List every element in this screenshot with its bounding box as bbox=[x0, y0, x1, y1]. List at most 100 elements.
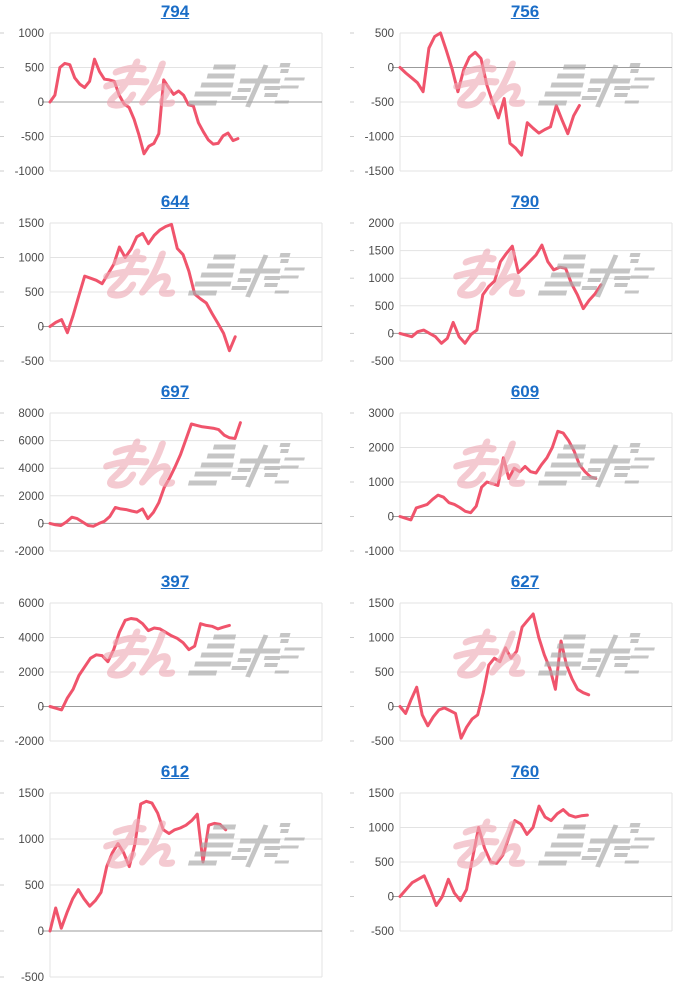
slump-graph: 8000 6000 4000 2000 0 -2000 bbox=[0, 380, 350, 570]
y-axis-tick-label: 500 bbox=[375, 857, 394, 869]
y-axis-tick-label: 2000 bbox=[18, 667, 44, 679]
slump-graph: 1500 1000 500 0 -500 bbox=[350, 760, 700, 950]
machine-number-link[interactable]: 790 bbox=[510, 192, 540, 211]
y-axis-tick-label: -500 bbox=[371, 356, 394, 368]
minrepo-watermark-logo bbox=[453, 438, 655, 489]
slump-line bbox=[398, 429, 598, 522]
y-axis-tick-label: 1000 bbox=[368, 273, 394, 285]
minrepo-watermark-logo bbox=[103, 58, 305, 109]
machine-number-link[interactable]: 756 bbox=[510, 2, 540, 21]
chart-title-row: 612 bbox=[0, 762, 350, 782]
y-axis-tick-label: 500 bbox=[25, 287, 44, 299]
y-axis-tick-label: -500 bbox=[371, 926, 394, 938]
minrepo-watermark-logo bbox=[453, 628, 655, 679]
chart-cell: 644 1500 1000 500 0 -500 bbox=[0, 190, 350, 380]
y-axis-tick-label: -500 bbox=[371, 97, 394, 109]
y-axis-tick-label: 2000 bbox=[368, 443, 394, 455]
y-axis-tick-label: -500 bbox=[21, 972, 44, 984]
chart-cell: 397 6000 4000 2000 0 -2000 bbox=[0, 570, 350, 760]
machine-number-link[interactable]: 612 bbox=[160, 762, 190, 781]
machine-number-link[interactable]: 397 bbox=[160, 572, 190, 591]
minrepo-watermark-logo bbox=[103, 438, 305, 489]
y-axis-tick-label: 4000 bbox=[18, 463, 44, 475]
y-axis-tick-label: 0 bbox=[38, 926, 44, 938]
y-axis-tick-label: 1000 bbox=[18, 834, 44, 846]
y-axis-tick-label: 1000 bbox=[368, 633, 394, 645]
y-axis-tick-label: 0 bbox=[388, 512, 394, 524]
chart-title-row: 756 bbox=[350, 2, 700, 22]
slump-line bbox=[48, 617, 231, 712]
chart-cell: 612 1500 1000 500 0 -500 bbox=[0, 760, 350, 984]
y-axis-tick-label: 6000 bbox=[18, 436, 44, 448]
chart-cell: 760 1500 1000 500 0 -500 bbox=[350, 760, 700, 950]
y-axis-tick-label: 1500 bbox=[368, 246, 394, 258]
minrepo-watermark-logo bbox=[103, 628, 305, 679]
y-axis-tick-label: 1500 bbox=[18, 788, 44, 800]
machine-number-link[interactable]: 644 bbox=[160, 192, 190, 211]
y-axis-tick-label: 0 bbox=[388, 63, 394, 75]
slump-graph: 1500 1000 500 0 -500 bbox=[0, 190, 350, 380]
chart-cell: 790 2000 1500 1000 500 0 -500 bbox=[350, 190, 700, 380]
y-axis-tick-label: -500 bbox=[371, 736, 394, 748]
machine-number-link[interactable]: 609 bbox=[510, 382, 540, 401]
y-axis-tick-label: 6000 bbox=[18, 598, 44, 610]
minrepo-watermark-logo bbox=[453, 248, 655, 299]
chart-cell: 627 1500 1000 500 0 -500 bbox=[350, 570, 700, 760]
slump-line bbox=[48, 222, 237, 353]
y-axis-tick-label: 0 bbox=[388, 702, 394, 714]
slump-line bbox=[48, 57, 240, 156]
y-axis-tick-label: 0 bbox=[388, 328, 394, 340]
chart-title-row: 760 bbox=[350, 762, 700, 782]
y-axis-tick-label: 1000 bbox=[18, 253, 44, 265]
y-axis-tick-label: 1500 bbox=[18, 218, 44, 230]
chart-title-row: 790 bbox=[350, 192, 700, 212]
chart-cell: 794 1000 500 0 -500 -1000 bbox=[0, 0, 350, 190]
slump-graph: 1500 1000 500 0 -500 bbox=[350, 570, 700, 760]
y-axis-tick-label: 0 bbox=[38, 97, 44, 109]
y-axis-tick-label: -1000 bbox=[15, 166, 44, 178]
y-axis-tick-label: 0 bbox=[38, 518, 44, 530]
machine-number-link[interactable]: 627 bbox=[510, 572, 540, 591]
minrepo-watermark-logo bbox=[103, 818, 305, 869]
minrepo-watermark-logo bbox=[453, 58, 655, 109]
slump-line bbox=[398, 612, 591, 740]
machine-number-link[interactable]: 760 bbox=[510, 762, 540, 781]
y-axis-tick-label: 1000 bbox=[18, 28, 44, 40]
y-axis-tick-label: -1000 bbox=[365, 546, 394, 558]
chart-title-row: 644 bbox=[0, 192, 350, 212]
y-axis-tick-label: 3000 bbox=[368, 408, 394, 420]
y-axis-tick-label: -1500 bbox=[365, 166, 394, 178]
y-axis-tick-label: -500 bbox=[21, 132, 44, 144]
chart-cell: 697 8000 6000 4000 2000 0 -2000 bbox=[0, 380, 350, 570]
minrepo-watermark-logo bbox=[103, 248, 305, 299]
chart-title-row: 627 bbox=[350, 572, 700, 592]
chart-title-row: 697 bbox=[0, 382, 350, 402]
y-axis-tick-label: -500 bbox=[21, 356, 44, 368]
y-axis-tick-label: 0 bbox=[38, 702, 44, 714]
machine-number-link[interactable]: 794 bbox=[160, 2, 190, 21]
chart-cell: 609 3000 2000 1000 0 -1000 bbox=[350, 380, 700, 570]
y-axis-tick-label: 2000 bbox=[368, 218, 394, 230]
chart-title-row: 609 bbox=[350, 382, 700, 402]
slump-graph: 1500 1000 500 0 -500 bbox=[0, 760, 350, 992]
y-axis-tick-label: 500 bbox=[375, 301, 394, 313]
y-axis-tick-label: 1000 bbox=[368, 823, 394, 835]
y-axis-tick-label: -1000 bbox=[365, 132, 394, 144]
y-axis-tick-label: 0 bbox=[388, 892, 394, 904]
slump-graph: 2000 1500 1000 500 0 -500 bbox=[350, 190, 700, 380]
y-axis-tick-label: 1500 bbox=[368, 788, 394, 800]
y-axis-tick-label: 500 bbox=[375, 28, 394, 40]
slump-graph: 6000 4000 2000 0 -2000 bbox=[0, 570, 350, 760]
y-axis-tick-label: 500 bbox=[25, 63, 44, 75]
machine-number-link[interactable]: 697 bbox=[160, 382, 190, 401]
minrepo-watermark-logo bbox=[453, 818, 655, 869]
chart-title-row: 794 bbox=[0, 2, 350, 22]
slump-graph: 1000 500 0 -500 -1000 bbox=[0, 0, 350, 190]
y-axis-tick-label: 1000 bbox=[368, 477, 394, 489]
y-axis-tick-label: 0 bbox=[38, 322, 44, 334]
y-axis-tick-label: 4000 bbox=[18, 633, 44, 645]
slump-line bbox=[398, 243, 603, 345]
y-axis-tick-label: -2000 bbox=[15, 546, 44, 558]
slump-line bbox=[48, 421, 242, 528]
